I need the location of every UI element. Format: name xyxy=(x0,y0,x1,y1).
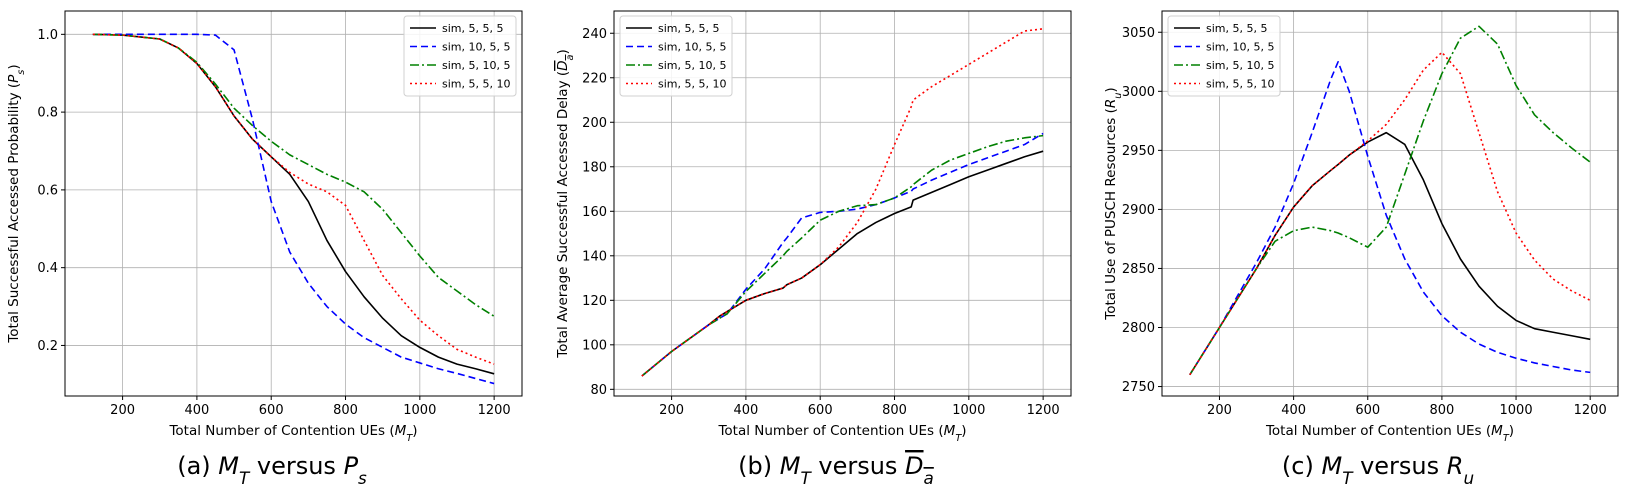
series-line-2 xyxy=(641,132,1044,377)
legend-label: sim, 5, 5, 5 xyxy=(1206,22,1267,35)
series-line-4 xyxy=(92,33,495,365)
legend-label: sim, 10, 5, 5 xyxy=(658,41,726,54)
y-tick-label: 1.0 xyxy=(37,28,58,43)
x-tick-label: 800 xyxy=(1429,403,1454,418)
panel-caption: (c) MT versus Ru xyxy=(1282,452,1474,488)
x-axis-label: Total Number of Contention UEs (MT) xyxy=(717,423,966,444)
y-tick-label: 140 xyxy=(582,249,607,264)
legend: sim, 5, 5, 5 sim, 10, 5, 5 sim, 5, 10, 5 si… xyxy=(1167,15,1281,97)
x-tick-label: 600 xyxy=(1355,403,1380,418)
x-tick-label: 800 xyxy=(882,403,907,418)
y-tick-label: 80 xyxy=(590,383,607,398)
legend-label: sim, 5, 5, 5 xyxy=(658,22,719,35)
y-axis-label: Total Average Successful Accessed Delay … xyxy=(555,49,576,359)
y-tick-label: 160 xyxy=(582,205,607,220)
y-axis-label: Total Successful Accessed Probability (P… xyxy=(6,64,27,343)
x-tick-label: 400 xyxy=(1281,403,1306,418)
legend: sim, 5, 5, 5 sim, 10, 5, 5 sim, 5, 10, 5 si… xyxy=(619,15,733,97)
series-line-1 xyxy=(641,150,1044,377)
x-tick-label: 800 xyxy=(333,403,358,418)
y-tick-label: 2750 xyxy=(1122,380,1155,395)
legend-box xyxy=(403,15,517,97)
x-tick-label: 1000 xyxy=(403,403,436,418)
x-tick-label: 1200 xyxy=(1574,403,1607,418)
series-group xyxy=(641,28,1044,377)
y-tick-label: 0.4 xyxy=(37,261,58,276)
y-tick-label: 2950 xyxy=(1122,144,1155,159)
axes-frame xyxy=(64,10,523,397)
y-tick-label: 0.8 xyxy=(37,106,58,121)
legend-label: sim, 5, 10, 5 xyxy=(442,59,510,72)
series-line-3 xyxy=(641,134,1044,377)
series-line-3 xyxy=(1189,25,1591,376)
x-tick-label: 400 xyxy=(184,403,209,418)
y-tick-label: 0.2 xyxy=(37,339,58,354)
y-tick-label: 200 xyxy=(582,116,607,131)
panel-caption: (a) MT versus Ps xyxy=(177,452,367,488)
chart-panel-a: 200 400 600 800 1000 1200 0.2 0.4 0.6 0.8 1.0 Total… xyxy=(6,10,523,488)
y-tick-label: 3000 xyxy=(1122,85,1155,100)
series-group xyxy=(1189,25,1591,376)
chart-panel-b: 200 400 600 800 1000 1200 80 100 120 140 160 180 200… xyxy=(555,10,1072,488)
legend-box xyxy=(619,15,733,97)
y-tick-label: 2850 xyxy=(1122,262,1155,277)
series-group xyxy=(92,33,495,385)
legend-label: sim, 5, 5, 10 xyxy=(442,78,510,91)
series-line-2 xyxy=(1189,60,1591,376)
x-tick-label: 1200 xyxy=(478,403,511,418)
y-axis-label: Total Use of PUSCH Resources (Ru) xyxy=(1103,87,1124,320)
x-tick-label: 1000 xyxy=(952,403,985,418)
series-line-2 xyxy=(92,33,495,385)
legend-label: sim, 5, 5, 5 xyxy=(442,22,503,35)
y-tick-label: 0.6 xyxy=(37,183,58,198)
x-axis-label: Total Number of Contention UEs (MT) xyxy=(1265,423,1514,444)
x-tick-label: 600 xyxy=(808,403,833,418)
panel-caption: (b) MT versus Da xyxy=(738,452,934,488)
y-tick-label: 2800 xyxy=(1122,321,1155,336)
legend-label: sim, 10, 5, 5 xyxy=(1206,41,1274,54)
y-tick-label: 220 xyxy=(582,71,607,86)
series-line-4 xyxy=(1189,51,1591,376)
x-tick-label: 200 xyxy=(659,403,684,418)
x-tick-label: 200 xyxy=(1207,403,1232,418)
x-axis-label: Total Number of Contention UEs (MT) xyxy=(168,423,417,444)
y-tick-label: 120 xyxy=(582,294,607,309)
legend-label: sim, 5, 10, 5 xyxy=(1206,59,1274,72)
legend-label: sim, 5, 5, 10 xyxy=(1206,78,1274,91)
y-tick-label: 100 xyxy=(582,338,607,353)
y-tick-label: 2900 xyxy=(1122,203,1155,218)
legend-label: sim, 10, 5, 5 xyxy=(442,41,510,54)
y-tick-label: 180 xyxy=(582,160,607,175)
x-tick-label: 600 xyxy=(259,403,284,418)
y-tick-label: 3050 xyxy=(1122,26,1155,41)
axes-frame xyxy=(613,10,1072,397)
chart-panel-c: 200 400 600 800 1000 1200 2750 2800 2850 2900 2950… xyxy=(1103,10,1619,488)
y-tick-label: 240 xyxy=(582,27,607,42)
x-tick-label: 200 xyxy=(110,403,135,418)
axes-frame xyxy=(1161,10,1619,397)
legend-label: sim, 5, 5, 10 xyxy=(658,78,726,91)
legend-label: sim, 5, 10, 5 xyxy=(658,59,726,72)
x-tick-label: 1000 xyxy=(1500,403,1533,418)
legend-box xyxy=(1167,15,1281,97)
x-tick-label: 400 xyxy=(733,403,758,418)
series-line-4 xyxy=(641,28,1044,377)
x-tick-label: 1200 xyxy=(1027,403,1060,418)
series-line-3 xyxy=(92,33,495,317)
legend: sim, 5, 5, 5 sim, 10, 5, 5 sim, 5, 10, 5 si… xyxy=(403,15,517,97)
